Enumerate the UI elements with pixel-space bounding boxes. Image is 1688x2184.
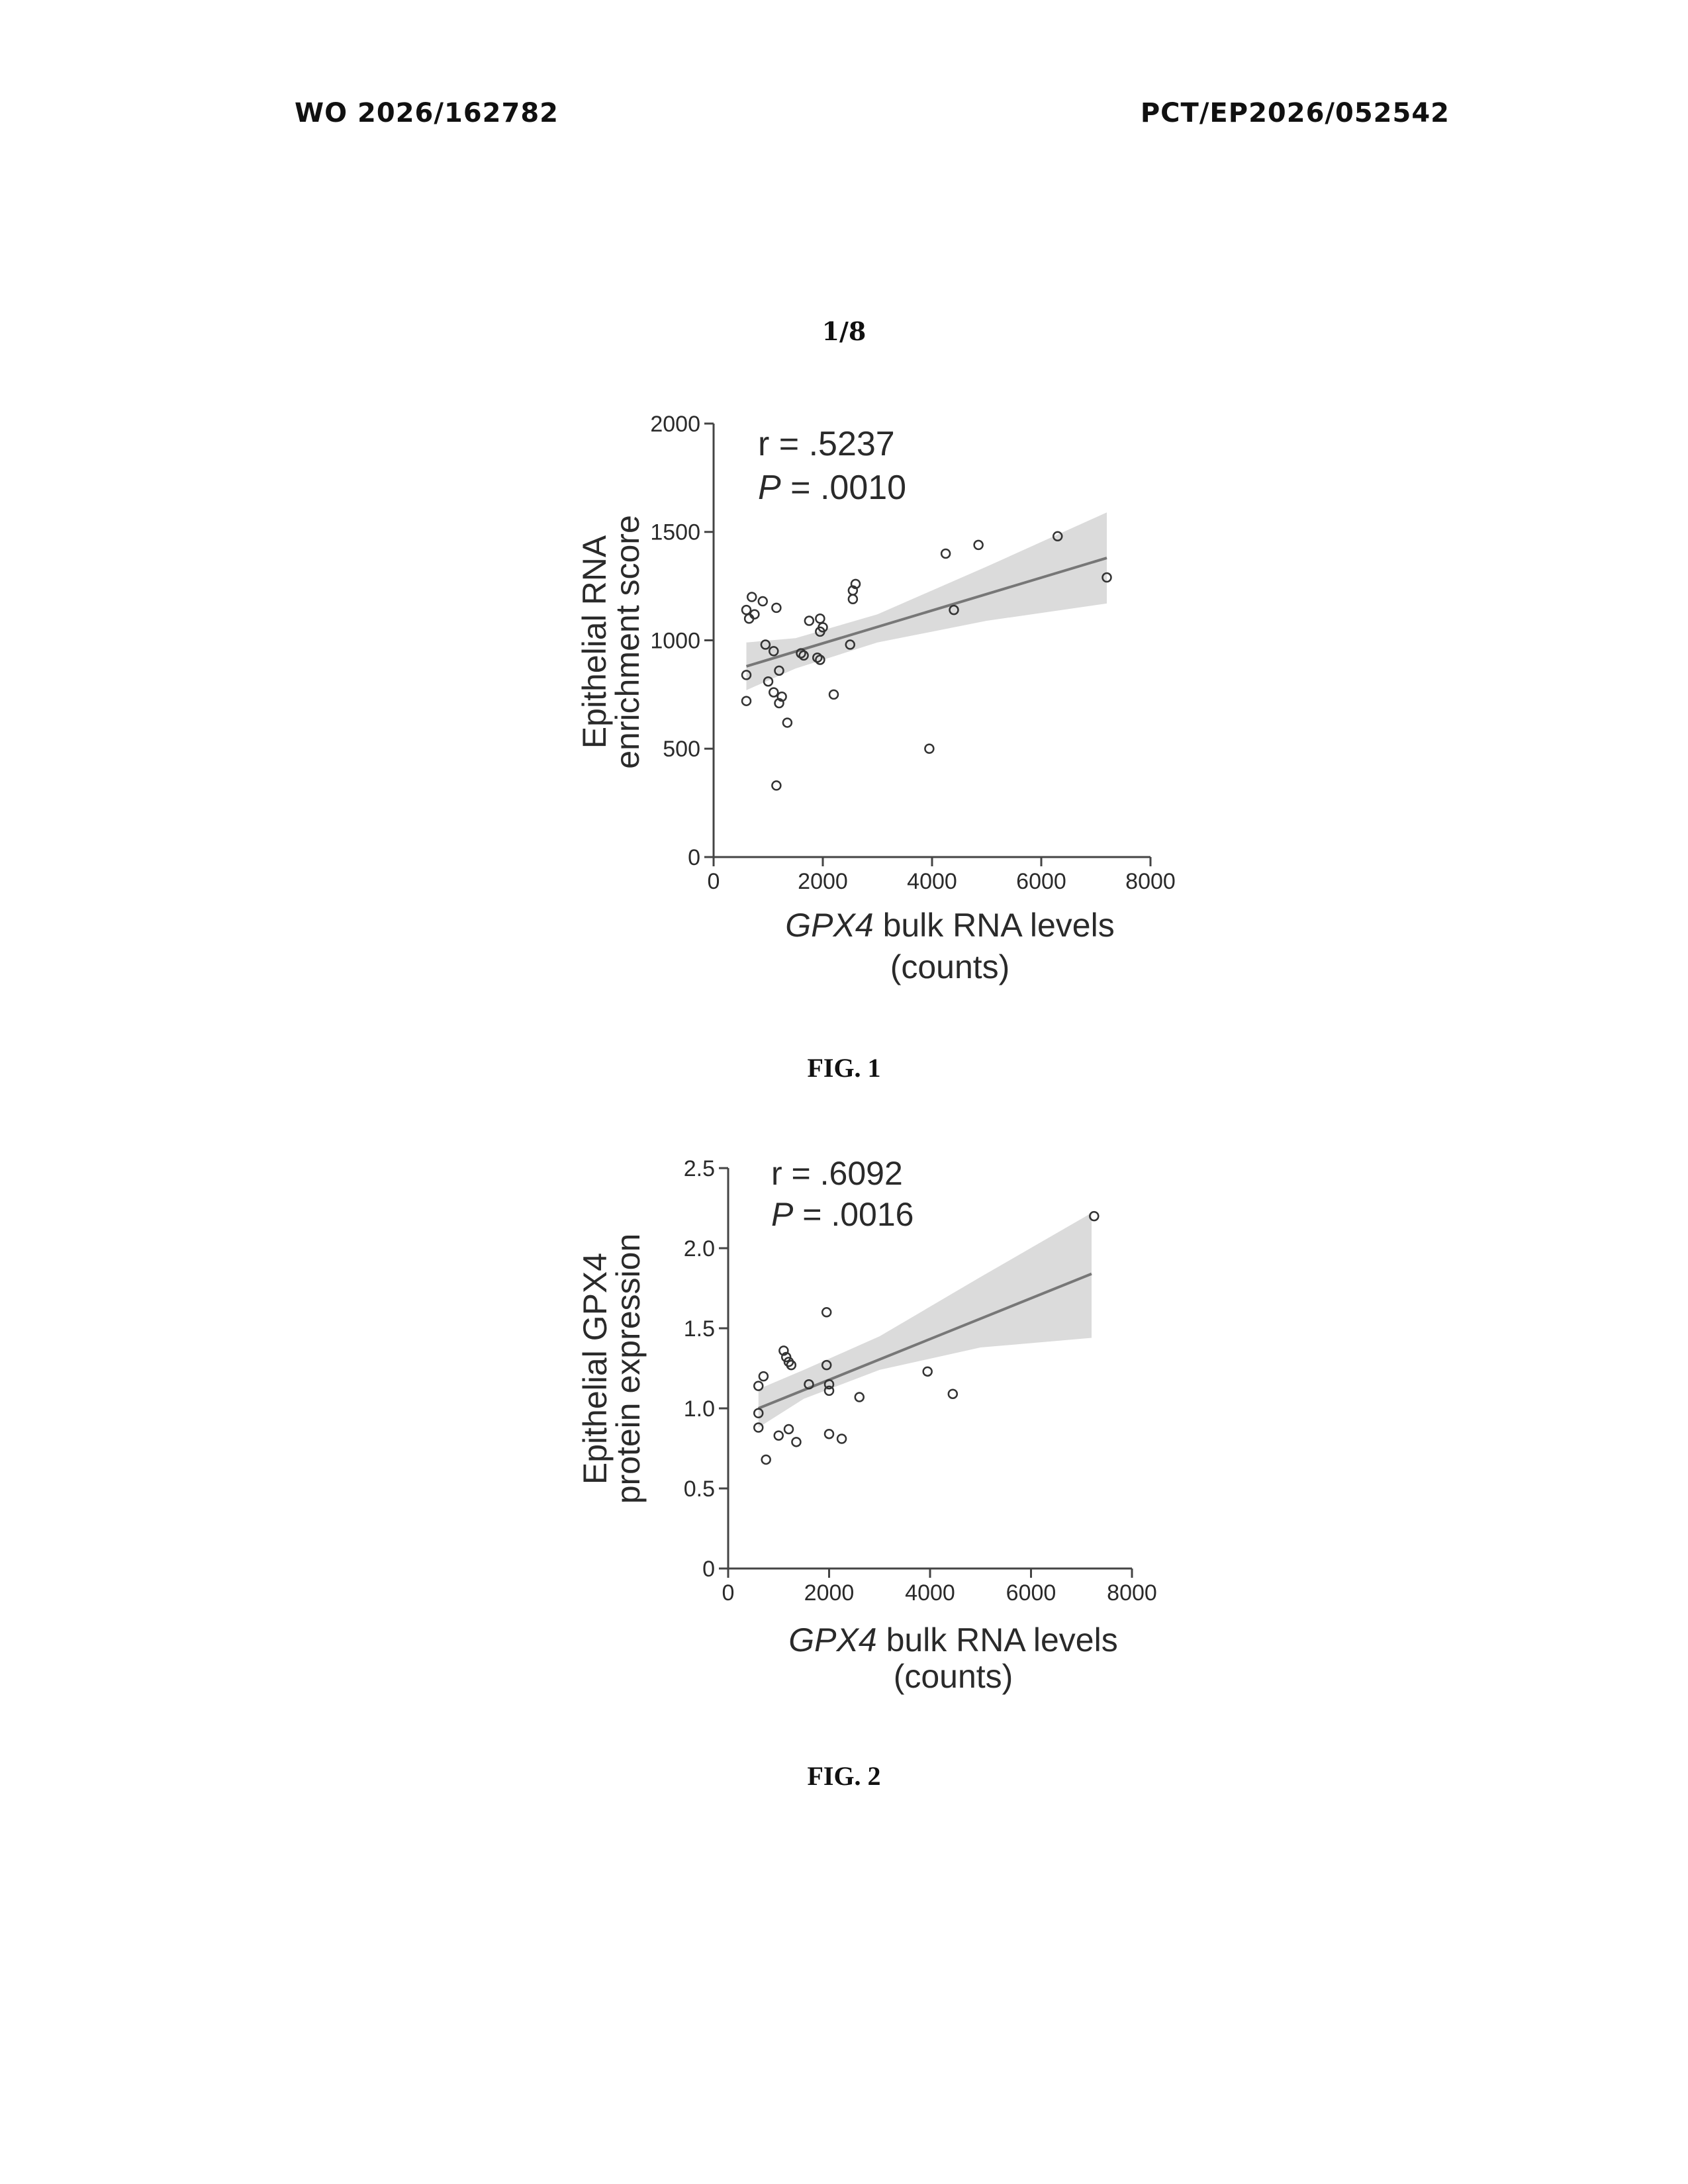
fig1-data-point: [974, 541, 983, 549]
fig2-x-axis-label: GPX4 bulk RNA levels: [788, 1621, 1117, 1659]
fig1-data-point: [742, 606, 751, 614]
fig2-y-tick-label: 2.5: [684, 1156, 715, 1181]
fig1-p-value: P = .0010: [758, 469, 906, 507]
fig2-data-point: [754, 1382, 763, 1390]
fig1-x-tick-label: 8000: [1125, 869, 1176, 894]
figure-1-caption: FIG. 1: [0, 1052, 1688, 1083]
fig1-data-point: [925, 745, 933, 753]
fig1-y-axis-label: enrichment score: [609, 515, 646, 769]
fig2-data-point: [759, 1372, 768, 1381]
fig2-data-point: [949, 1390, 957, 1398]
fig2-y-tick-label: 0: [702, 1557, 715, 1582]
fig1-x-tick-label: 4000: [907, 869, 957, 894]
fig2-data-point: [762, 1455, 771, 1464]
figure-2-caption: FIG. 2: [0, 1760, 1688, 1792]
fig2-y-tick-label: 0.5: [684, 1477, 715, 1502]
fig1-y-tick-label: 2000: [650, 412, 700, 437]
fig2-x-tick-label: 4000: [905, 1580, 955, 1606]
fig2-x-tick-label: 0: [722, 1580, 735, 1606]
fig1-data-point: [829, 690, 838, 699]
fig1-data-point: [805, 617, 814, 625]
fig2-confidence-band: [759, 1213, 1092, 1428]
fig1-x-tick-label: 6000: [1016, 869, 1066, 894]
fig2-data-point: [774, 1432, 783, 1440]
fig2-correlation-r: r = .6092: [771, 1155, 903, 1192]
fig1-x-tick-label: 0: [708, 869, 720, 894]
fig1-correlation-r: r = .5237: [758, 425, 895, 463]
fig1-data-point: [941, 549, 950, 558]
fig1-data-point: [747, 593, 756, 602]
fig1-x-axis-label: GPX4 bulk RNA levels: [785, 907, 1114, 944]
fig1-x-axis-label-units: (counts): [890, 948, 1010, 985]
fig2-y-tick-label: 1.5: [684, 1316, 715, 1342]
fig2-data-point: [923, 1367, 932, 1376]
fig2-x-tick-label: 6000: [1006, 1580, 1056, 1606]
fig1-y-tick-label: 1000: [650, 628, 700, 653]
fig2-y-axis-label: protein expression: [610, 1234, 647, 1504]
fig1-data-point: [849, 595, 857, 604]
fig2-y-tick-label: 1.0: [684, 1396, 715, 1422]
fig1-data-point: [783, 718, 792, 727]
fig2-x-tick-label: 2000: [804, 1580, 855, 1606]
fig2-data-point: [855, 1393, 864, 1402]
fig2-y-axis-label: Epithelial GPX4: [577, 1253, 614, 1484]
fig2-p-value: P = .0016: [771, 1196, 914, 1233]
fig1-confidence-band: [747, 512, 1107, 690]
fig2-data-point: [822, 1308, 831, 1316]
fig1-data-point: [772, 604, 780, 612]
fig1-data-point: [759, 597, 767, 606]
fig1-x-tick-label: 2000: [798, 869, 848, 894]
fig1-data-point: [772, 781, 780, 790]
fig1-data-point: [769, 688, 778, 697]
fig2-x-axis-label-units: (counts): [894, 1658, 1013, 1695]
fig2-data-point: [792, 1437, 800, 1446]
fig1-data-point: [816, 614, 824, 623]
fig1-y-tick-label: 500: [663, 737, 700, 762]
fig1-y-tick-label: 0: [688, 845, 700, 870]
fig2-y-tick-label: 2.0: [684, 1236, 715, 1261]
fig2-data-point: [825, 1430, 833, 1438]
fig1-data-point: [742, 697, 751, 705]
fig1-y-axis-label: Epithelial RNA: [576, 535, 613, 749]
fig2-x-tick-label: 8000: [1107, 1580, 1157, 1606]
fig1-y-tick-label: 1500: [650, 520, 700, 545]
fig2-data-point: [784, 1425, 793, 1433]
fig2-data-point: [837, 1434, 846, 1443]
fig1-regression-line: [747, 558, 1107, 666]
